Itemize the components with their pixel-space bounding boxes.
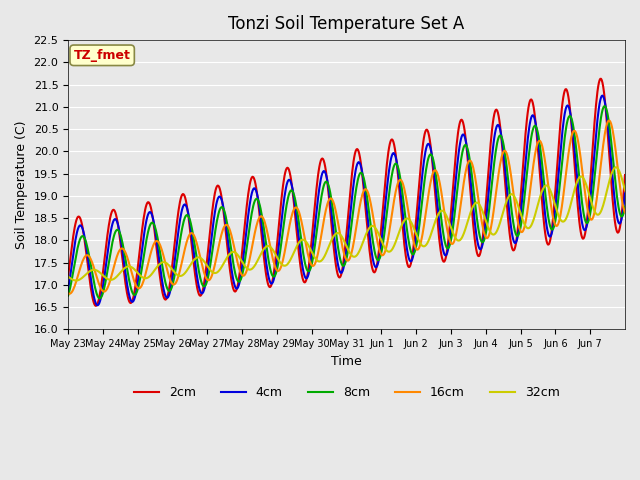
- 8cm: [233, 276, 241, 281]
- 8cm: [260, 228, 268, 234]
- 16cm: [64, 290, 72, 296]
- Line: 4cm: 4cm: [68, 96, 625, 305]
- Legend: 2cm, 4cm, 8cm, 16cm, 32cm: 2cm, 4cm, 8cm, 16cm, 32cm: [129, 381, 564, 404]
- 16cm: [605, 118, 613, 123]
- X-axis label: Time: Time: [332, 355, 362, 368]
- 2cm: [405, 264, 413, 270]
- 16cm: [282, 246, 289, 252]
- 4cm: [131, 297, 138, 302]
- 8cm: [601, 103, 609, 109]
- 2cm: [621, 172, 629, 178]
- 2cm: [596, 76, 604, 82]
- 2cm: [233, 287, 241, 292]
- 16cm: [66, 291, 74, 297]
- 32cm: [405, 216, 413, 222]
- 2cm: [92, 303, 100, 309]
- 2cm: [282, 169, 289, 175]
- 2cm: [260, 257, 268, 263]
- 32cm: [621, 187, 629, 193]
- 2cm: [436, 242, 444, 248]
- 4cm: [282, 189, 289, 195]
- 2cm: [64, 273, 72, 279]
- 32cm: [64, 274, 72, 279]
- Title: Tonzi Soil Temperature Set A: Tonzi Soil Temperature Set A: [228, 15, 465, 33]
- Line: 8cm: 8cm: [68, 106, 625, 299]
- 8cm: [64, 293, 72, 299]
- 8cm: [95, 296, 103, 301]
- 32cm: [282, 263, 289, 268]
- Y-axis label: Soil Temperature (C): Soil Temperature (C): [15, 120, 28, 249]
- 8cm: [405, 238, 413, 244]
- 8cm: [131, 292, 138, 298]
- Text: TZ_fmet: TZ_fmet: [74, 49, 131, 62]
- 16cm: [405, 211, 413, 216]
- 8cm: [621, 204, 629, 210]
- 4cm: [598, 93, 606, 98]
- 4cm: [405, 255, 413, 261]
- Line: 16cm: 16cm: [68, 120, 625, 294]
- 4cm: [64, 287, 72, 292]
- 32cm: [233, 251, 241, 256]
- 16cm: [260, 217, 268, 223]
- 4cm: [436, 225, 444, 231]
- 32cm: [131, 266, 138, 272]
- 4cm: [621, 191, 629, 196]
- 2cm: [131, 290, 138, 296]
- Line: 32cm: 32cm: [68, 167, 625, 280]
- 8cm: [282, 211, 289, 216]
- 32cm: [436, 209, 444, 215]
- 16cm: [131, 278, 138, 284]
- 4cm: [233, 286, 241, 291]
- 32cm: [72, 277, 80, 283]
- 16cm: [436, 181, 444, 187]
- 32cm: [612, 164, 620, 170]
- 8cm: [436, 204, 444, 210]
- Line: 2cm: 2cm: [68, 79, 625, 306]
- 4cm: [260, 244, 268, 250]
- 16cm: [233, 255, 241, 261]
- 32cm: [260, 246, 268, 252]
- 4cm: [93, 302, 101, 308]
- 16cm: [621, 209, 629, 215]
